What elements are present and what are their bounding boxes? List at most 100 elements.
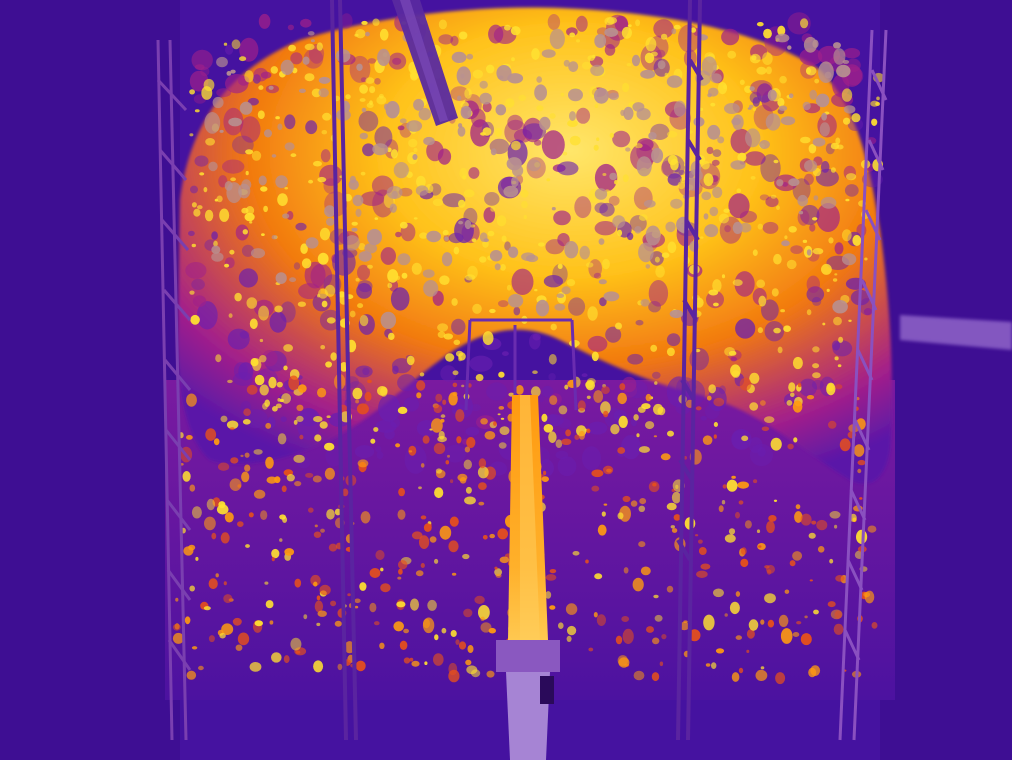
hot-speckle [548,354,557,365]
ember-speckle [493,421,497,426]
thermal-blotch [547,14,561,30]
ember-speckle [591,485,600,492]
ember-speckle [449,516,459,527]
ember-speckle [448,669,460,683]
hot-speckle [276,381,283,388]
ember-speckle [409,657,414,662]
saturated-patch [707,124,721,140]
ember-speckle [489,533,496,539]
saturated-patch [778,105,788,111]
hot-speckle [249,221,253,224]
ember-speckle [271,557,275,562]
ember-speckle [264,399,271,407]
thermal-blotch [760,154,781,183]
thermal-blotch [811,296,822,306]
ember-speckle [213,438,220,446]
ember-speckle [294,481,302,487]
thermal-blotch [653,19,674,39]
hot-speckle [617,229,623,237]
hot-speckle [231,39,241,50]
hot-speckle [490,206,496,212]
hot-speckle [470,224,476,228]
saturated-patch [833,48,846,65]
ember-speckle [189,484,196,492]
ember-speckle [495,573,502,578]
thermal-blotch [544,414,564,427]
ember-speckle [429,536,437,543]
ember-speckle [829,511,841,519]
hot-speckle [752,249,758,256]
thermal-blotch [225,74,249,94]
hot-speckle [724,347,736,357]
saturated-patch [643,199,656,208]
ember-speckle [478,501,485,506]
saturated-patch [821,112,827,121]
ember-speckle [296,404,304,411]
thermal-blotch [287,24,294,31]
saturated-patch [563,59,570,67]
hot-speckle [499,426,510,435]
hot-speckle [808,143,817,154]
hot-speckle [432,198,444,207]
saturated-patch [579,245,590,260]
ember-speckle [395,443,401,448]
hot-speckle [557,263,563,269]
saturated-patch [506,157,522,171]
saturated-patch [264,129,272,138]
ember-speckle [459,477,467,484]
hot-speckle [546,178,551,182]
ember-speckle [265,600,274,609]
hot-speckle [586,395,591,399]
thermal-blotch [374,126,393,149]
thermal-blotch [196,301,218,330]
saturated-patch [302,56,310,65]
thermal-blotch [757,446,766,457]
hot-speckle [259,355,267,363]
thermal-blotch [398,187,413,197]
saturated-patch [806,249,812,256]
saturated-patch [739,222,752,233]
saturated-patch [377,48,391,66]
ember-speckle [713,588,724,598]
thermal-blotch [392,365,399,375]
saturated-patch [645,225,661,246]
saturated-patch [598,279,607,285]
hot-speckle [359,98,366,102]
thermal-blotch [543,275,564,288]
thermal-blotch [465,426,480,436]
hot-speckle [664,72,669,78]
hot-speckle [765,66,772,75]
hot-speckle [443,333,453,340]
ember-speckle [220,532,230,544]
saturated-patch [503,185,519,198]
ember-speckle [703,614,715,631]
hot-speckle [505,98,515,108]
hot-speckle [372,18,380,26]
hot-speckle [779,75,787,84]
ember-speckle [324,442,335,451]
ember-speckle [448,540,459,553]
saturated-patch [275,175,288,189]
saturated-patch [271,235,278,240]
hot-speckle [317,176,327,183]
saturated-patch [479,80,488,89]
ember-speckle [265,456,274,469]
ember-speckle [666,585,674,593]
ember-speckle [871,622,878,629]
saturated-patch [841,253,857,266]
ember-speckle [653,435,658,438]
thermal-blotch [806,275,820,293]
ember-speckle [808,667,817,678]
saturated-patch [732,221,743,234]
hot-speckle [667,430,674,437]
ember-speckle [422,617,435,634]
hot-speckle [465,274,476,281]
hot-speckle [812,248,824,255]
ember-speckle [834,524,838,529]
saturated-patch [749,86,755,91]
hot-speckle [257,110,265,119]
ember-speckle [857,468,862,474]
hot-speckle [708,384,716,394]
ember-speckle [864,590,875,604]
saturated-patch [216,56,228,68]
